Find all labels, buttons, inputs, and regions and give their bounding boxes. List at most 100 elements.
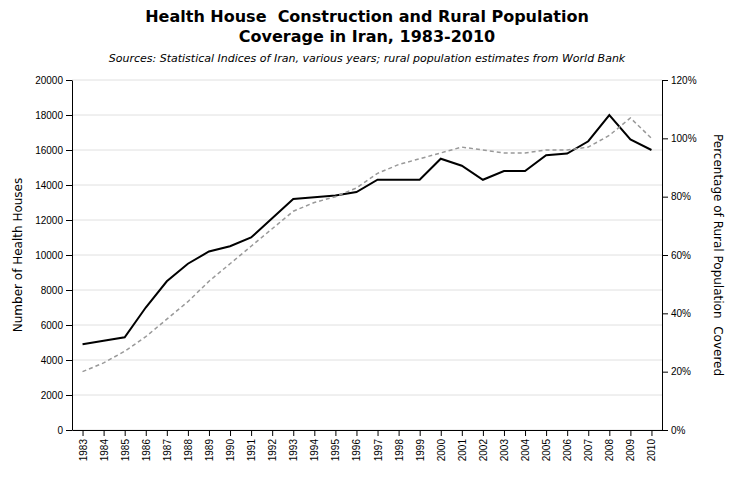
axis-line bbox=[73, 430, 663, 431]
tick-label: 16000 bbox=[35, 145, 63, 156]
tick-mark bbox=[567, 430, 568, 436]
tick: 2008 bbox=[604, 430, 615, 461]
tick-label: 1992 bbox=[267, 439, 278, 462]
tick: 1999 bbox=[415, 430, 426, 461]
tick: 40% bbox=[662, 308, 691, 319]
tick-mark bbox=[525, 430, 526, 436]
tick: 2004 bbox=[520, 430, 531, 461]
tick-label: 4000 bbox=[41, 355, 64, 366]
tick-label: 1985 bbox=[120, 439, 131, 462]
tick: 1994 bbox=[309, 430, 320, 461]
tick: 2005 bbox=[541, 430, 552, 461]
tick-mark bbox=[272, 430, 273, 436]
tick-label: 2000 bbox=[41, 390, 64, 401]
tick: 2010 bbox=[646, 430, 657, 461]
tick-label: 60% bbox=[671, 250, 691, 261]
tick: 20% bbox=[662, 366, 691, 377]
x-axis: 1983198419851986198719881989199019911992… bbox=[73, 430, 663, 461]
tick-label: 2000 bbox=[436, 439, 447, 462]
tick-mark bbox=[504, 430, 505, 436]
tick-label: 20% bbox=[671, 366, 691, 377]
tick-mark bbox=[66, 395, 72, 396]
tick-label: 18000 bbox=[35, 110, 63, 121]
tick-mark bbox=[356, 430, 357, 436]
tick-mark bbox=[66, 255, 72, 256]
tick-label: 1988 bbox=[183, 439, 194, 462]
tick-label: 1991 bbox=[246, 439, 257, 462]
tick: 1985 bbox=[120, 430, 131, 461]
tick: 1991 bbox=[246, 430, 257, 461]
tick: 1997 bbox=[373, 430, 384, 461]
grid-line bbox=[72, 220, 662, 221]
tick: 8000 bbox=[41, 285, 72, 296]
tick-mark bbox=[662, 138, 668, 139]
tick: 100% bbox=[662, 133, 697, 144]
tick: 20000 bbox=[35, 75, 72, 86]
tick: 16000 bbox=[35, 145, 72, 156]
tick: 0% bbox=[662, 425, 686, 436]
subtitle: Sources: Statistical Indices of Iran, va… bbox=[109, 52, 626, 65]
tick: 1984 bbox=[99, 430, 110, 461]
tick-mark bbox=[146, 430, 147, 436]
tick: 4000 bbox=[41, 355, 72, 366]
tick-mark bbox=[167, 430, 168, 436]
tick-label: 80% bbox=[671, 191, 691, 202]
tick-mark bbox=[66, 115, 72, 116]
tick-label: 1999 bbox=[415, 439, 426, 462]
tick-mark bbox=[662, 372, 668, 373]
title: Coverage in Iran, 1983-2010 bbox=[239, 27, 495, 46]
tick: 1995 bbox=[330, 430, 341, 461]
tick-label: 2009 bbox=[625, 439, 636, 462]
tick: 2000 bbox=[436, 430, 447, 461]
tick: 2007 bbox=[583, 430, 594, 461]
tick-mark bbox=[104, 430, 105, 436]
tick: 1988 bbox=[183, 430, 194, 461]
tick-mark bbox=[441, 430, 442, 436]
tick-mark bbox=[399, 430, 400, 436]
tick: 1983 bbox=[78, 430, 89, 461]
tick-mark bbox=[588, 430, 589, 436]
tick-label: 10000 bbox=[35, 250, 63, 261]
tick: 1998 bbox=[394, 430, 405, 461]
grid-line bbox=[72, 395, 662, 396]
tick-mark bbox=[314, 430, 315, 436]
tick-mark bbox=[66, 185, 72, 186]
y2-axis-title: Percentage of Rural Population Covered bbox=[711, 134, 725, 376]
tick: 2002 bbox=[478, 430, 489, 461]
tick-label: 1997 bbox=[373, 439, 384, 462]
tick-mark bbox=[630, 430, 631, 436]
tick-label: 1998 bbox=[394, 439, 405, 462]
tick: 14000 bbox=[35, 180, 72, 191]
line bbox=[83, 115, 652, 344]
chart: Health House Construction and Rural Popu… bbox=[0, 0, 734, 478]
tick: 0 bbox=[57, 425, 72, 436]
tick: 1989 bbox=[204, 430, 215, 461]
grid-line bbox=[72, 430, 662, 431]
tick: 18000 bbox=[35, 110, 72, 121]
tick-label: 1989 bbox=[204, 439, 215, 462]
tick-mark bbox=[662, 313, 668, 314]
tick-label: 2010 bbox=[646, 439, 657, 462]
y2-axis: 0%20%40%60%80%100%120% bbox=[662, 75, 697, 436]
tick: 1996 bbox=[351, 430, 362, 461]
tick: 80% bbox=[662, 191, 691, 202]
tick-label: 0 bbox=[57, 425, 63, 436]
lines bbox=[83, 115, 652, 372]
grid-line bbox=[72, 80, 662, 81]
tick-mark bbox=[251, 430, 252, 436]
tick: 2006 bbox=[562, 430, 573, 461]
tick-mark bbox=[209, 430, 210, 436]
tick: 10000 bbox=[35, 250, 72, 261]
tick-mark bbox=[662, 80, 668, 81]
tick-label: 1990 bbox=[225, 439, 236, 462]
tick-mark bbox=[66, 220, 72, 221]
tick-mark bbox=[462, 430, 463, 436]
tick: 2003 bbox=[499, 430, 510, 461]
tick-mark bbox=[662, 197, 668, 198]
tick-label: 2007 bbox=[583, 439, 594, 462]
tick-label: 1996 bbox=[351, 439, 362, 462]
tick-label: 1984 bbox=[99, 439, 110, 462]
tick-mark bbox=[188, 430, 189, 436]
plot-area: 1983198419851986198719881989199019911992… bbox=[35, 75, 696, 462]
tick-mark bbox=[483, 430, 484, 436]
